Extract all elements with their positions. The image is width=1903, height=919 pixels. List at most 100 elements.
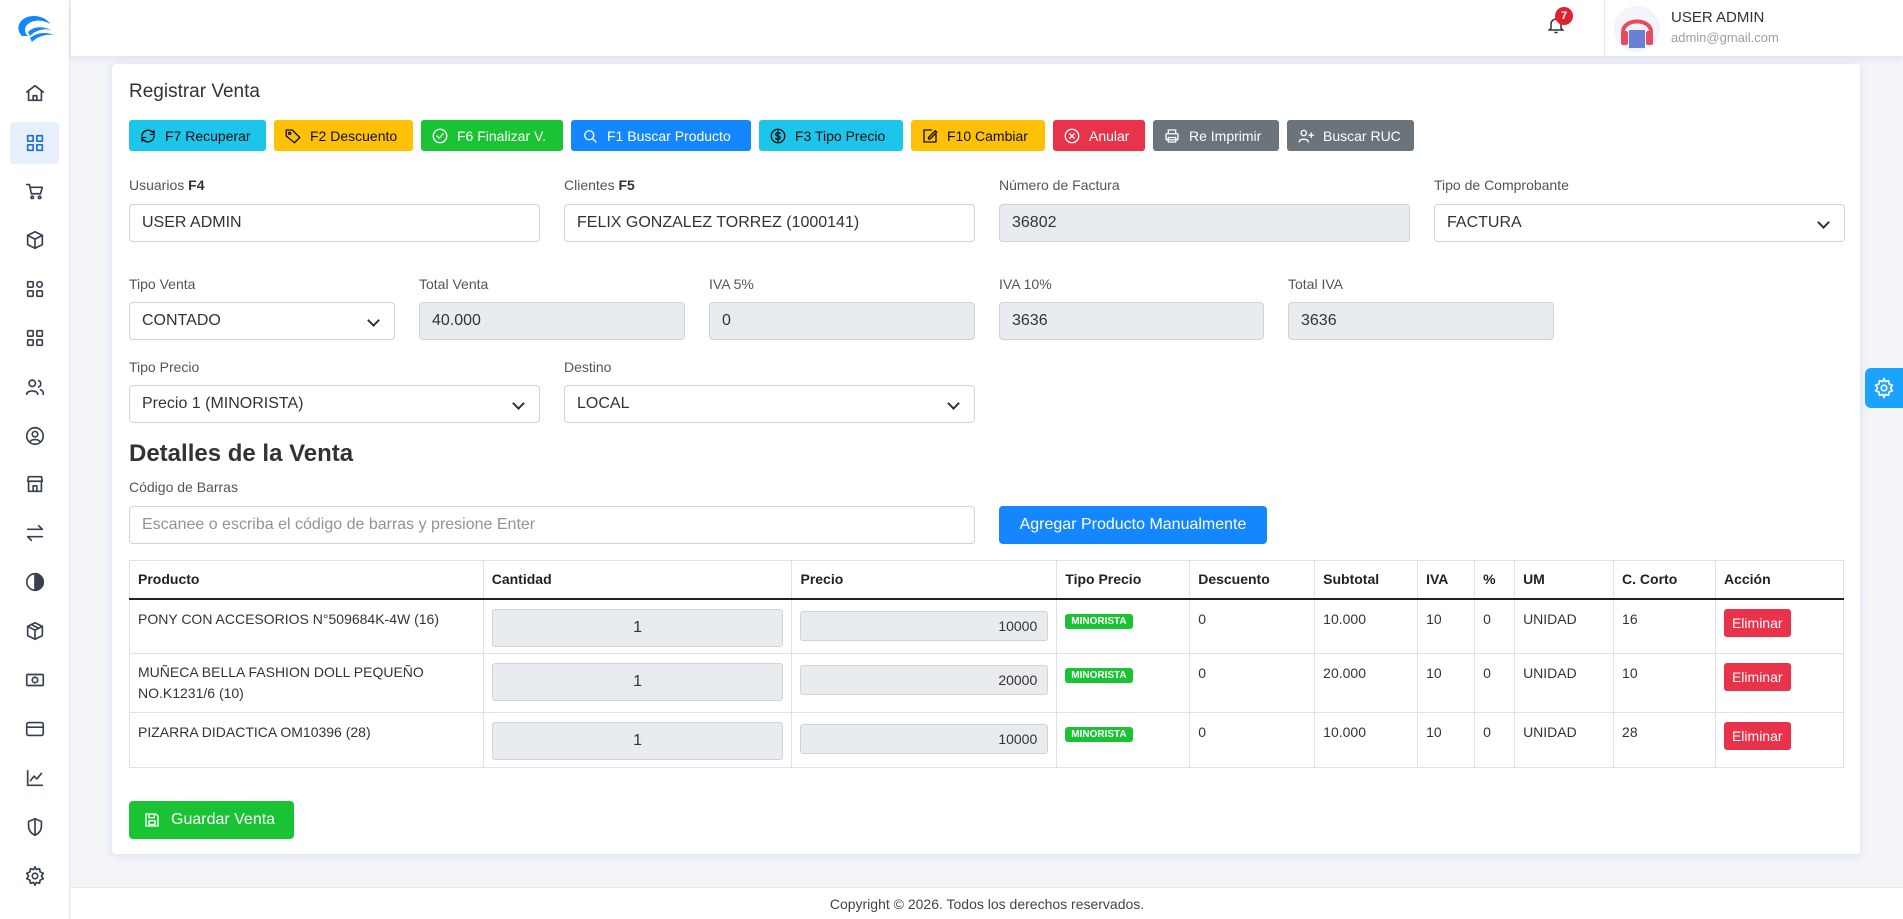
tipo-venta-value: CONTADO (142, 312, 221, 329)
precio-input[interactable]: 10000 (800, 610, 1049, 641)
cantidad-input[interactable]: 1 (491, 608, 784, 647)
sidebar-item-profile[interactable] (10, 415, 59, 457)
destino-select[interactable]: LOCAL (564, 385, 975, 423)
buscar-ruc-button[interactable]: Buscar RUC (1287, 120, 1414, 151)
x-circle-icon (1064, 128, 1080, 143)
details-title: Detalles de la Venta (129, 440, 354, 467)
tipo-precio-button[interactable]: F3 Tipo Precio (759, 120, 903, 151)
apps-icon (26, 280, 43, 298)
sale-details-table: Producto Cantidad Precio Tipo Precio Des… (129, 560, 1845, 768)
col-producto: Producto (129, 560, 484, 600)
check-circle-icon (432, 128, 448, 143)
usuarios-field[interactable]: USER ADMIN (129, 204, 540, 242)
sidebar-item-apps-1[interactable] (10, 268, 59, 310)
subtotal-cell: 20.000 (1314, 653, 1419, 713)
store-icon (26, 475, 43, 493)
sidebar-item-transfers[interactable] (10, 512, 59, 554)
buscar-producto-button[interactable]: F1 Buscar Producto (571, 120, 751, 151)
reimprimir-button[interactable]: Re Imprimir (1153, 120, 1279, 151)
sidebar (0, 0, 70, 919)
iva10-field: 3636 (999, 302, 1264, 340)
corto-cell: 16 (1613, 598, 1716, 654)
user-plus-icon (1298, 129, 1315, 143)
col-um: UM (1514, 560, 1615, 600)
tipo-precio-badge: MINORISTA (1065, 613, 1133, 629)
recuperar-button[interactable]: F7 Recuperar (129, 120, 266, 151)
box-icon (26, 230, 43, 250)
contrast-icon (25, 572, 44, 592)
eliminar-button[interactable]: Eliminar (1723, 722, 1791, 750)
sidebar-item-users[interactable] (10, 366, 59, 408)
iva-cell: 10 (1417, 653, 1476, 713)
descuento-cell: 0 (1189, 712, 1316, 768)
transfer-icon (26, 524, 43, 542)
cantidad-input[interactable]: 1 (491, 663, 784, 701)
eliminar-button[interactable]: Eliminar (1723, 663, 1791, 691)
producto-cell: PIZARRA DIDACTICA OM10396 (28) (129, 712, 484, 768)
avatar[interactable] (1614, 6, 1660, 52)
topbar-divider (1604, 0, 1605, 57)
anular-button[interactable]: Anular (1053, 120, 1145, 151)
buscar-ruc-label: Buscar RUC (1323, 127, 1401, 144)
precio-input[interactable]: 20000 (800, 665, 1049, 695)
iva5-label: IVA 5% (709, 276, 754, 292)
shield-icon (27, 817, 42, 837)
precio-input[interactable]: 10000 (800, 724, 1049, 754)
chart-icon (26, 769, 43, 787)
cantidad-input[interactable]: 1 (491, 722, 784, 760)
total-iva-field: 3636 (1288, 302, 1554, 340)
col-tipo-precio: Tipo Precio (1056, 560, 1191, 600)
save-icon (145, 813, 159, 827)
finalizar-label: F6 Finalizar V. (457, 127, 546, 144)
sidebar-item-products[interactable] (10, 219, 59, 261)
sidebar-item-apps-2[interactable] (10, 317, 59, 359)
iva-cell: 10 (1417, 598, 1476, 654)
barcode-input[interactable]: Escanee o escriba el código de barras y … (129, 506, 975, 544)
destino-value: LOCAL (577, 395, 630, 412)
descuento-button[interactable]: F2 Descuento (274, 120, 413, 151)
page-title: Registrar Venta (129, 81, 260, 102)
sidebar-item-home[interactable] (10, 72, 59, 114)
finalizar-button[interactable]: F6 Finalizar V. (421, 120, 563, 151)
destino-label: Destino (564, 359, 612, 375)
gear-icon (25, 866, 44, 886)
tag-icon (285, 128, 301, 143)
tipo-venta-select[interactable]: CONTADO (129, 302, 395, 340)
tipo-precio-value: Precio 1 (MINORISTA) (142, 395, 304, 412)
total-iva-label: Total IVA (1288, 276, 1343, 292)
sidebar-item-sales[interactable] (10, 170, 59, 212)
sidebar-item-store[interactable] (10, 463, 59, 505)
cambiar-button[interactable]: F10 Cambiar (911, 120, 1045, 151)
user-email: admin@gmail.com (1671, 30, 1779, 45)
sidebar-item-settings[interactable] (10, 855, 59, 897)
sidebar-item-dashboard[interactable] (10, 122, 59, 164)
producto-cell: MUÑECA BELLA FASHION DOLL PEQUEÑO NO.K12… (129, 653, 484, 713)
package-icon (26, 621, 43, 641)
comprobante-value: FACTURA (1447, 214, 1522, 231)
sidebar-item-cards[interactable] (10, 708, 59, 750)
settings-panel-toggle[interactable] (1865, 368, 1903, 408)
comprobante-select[interactable]: FACTURA (1434, 204, 1845, 242)
app-logo[interactable] (8, 8, 58, 50)
gear-icon (1874, 377, 1894, 399)
iva-cell: 10 (1417, 712, 1476, 768)
tipo-venta-label: Tipo Venta (129, 276, 196, 292)
sidebar-item-reports[interactable] (10, 757, 59, 799)
sidebar-item-security[interactable] (10, 806, 59, 848)
eliminar-button[interactable]: Eliminar (1723, 608, 1791, 637)
clientes-field[interactable]: FELIX GONZALEZ TORREZ (1000141) (564, 204, 975, 242)
tipo-precio-select[interactable]: Precio 1 (MINORISTA) (129, 385, 540, 423)
sidebar-item-inventory[interactable] (10, 610, 59, 652)
table-row: PONY CON ACCESORIOS N°509684K-4W (16) 1 … (129, 598, 1845, 654)
corto-cell: 10 (1613, 653, 1716, 713)
clientes-label: Clientes F5 (564, 177, 635, 193)
sidebar-item-cash[interactable] (10, 659, 59, 701)
um-cell: UNIDAD (1514, 653, 1615, 713)
guardar-venta-button[interactable]: Guardar Venta (129, 801, 294, 839)
add-product-manual-button[interactable]: Agregar Producto Manualmente (999, 506, 1267, 544)
refresh-icon (141, 129, 155, 142)
sidebar-item-theme[interactable] (10, 561, 59, 603)
users-icon (25, 379, 44, 396)
tipo-precio-label: Tipo Precio (129, 359, 200, 375)
factura-label: Número de Factura (999, 177, 1120, 193)
